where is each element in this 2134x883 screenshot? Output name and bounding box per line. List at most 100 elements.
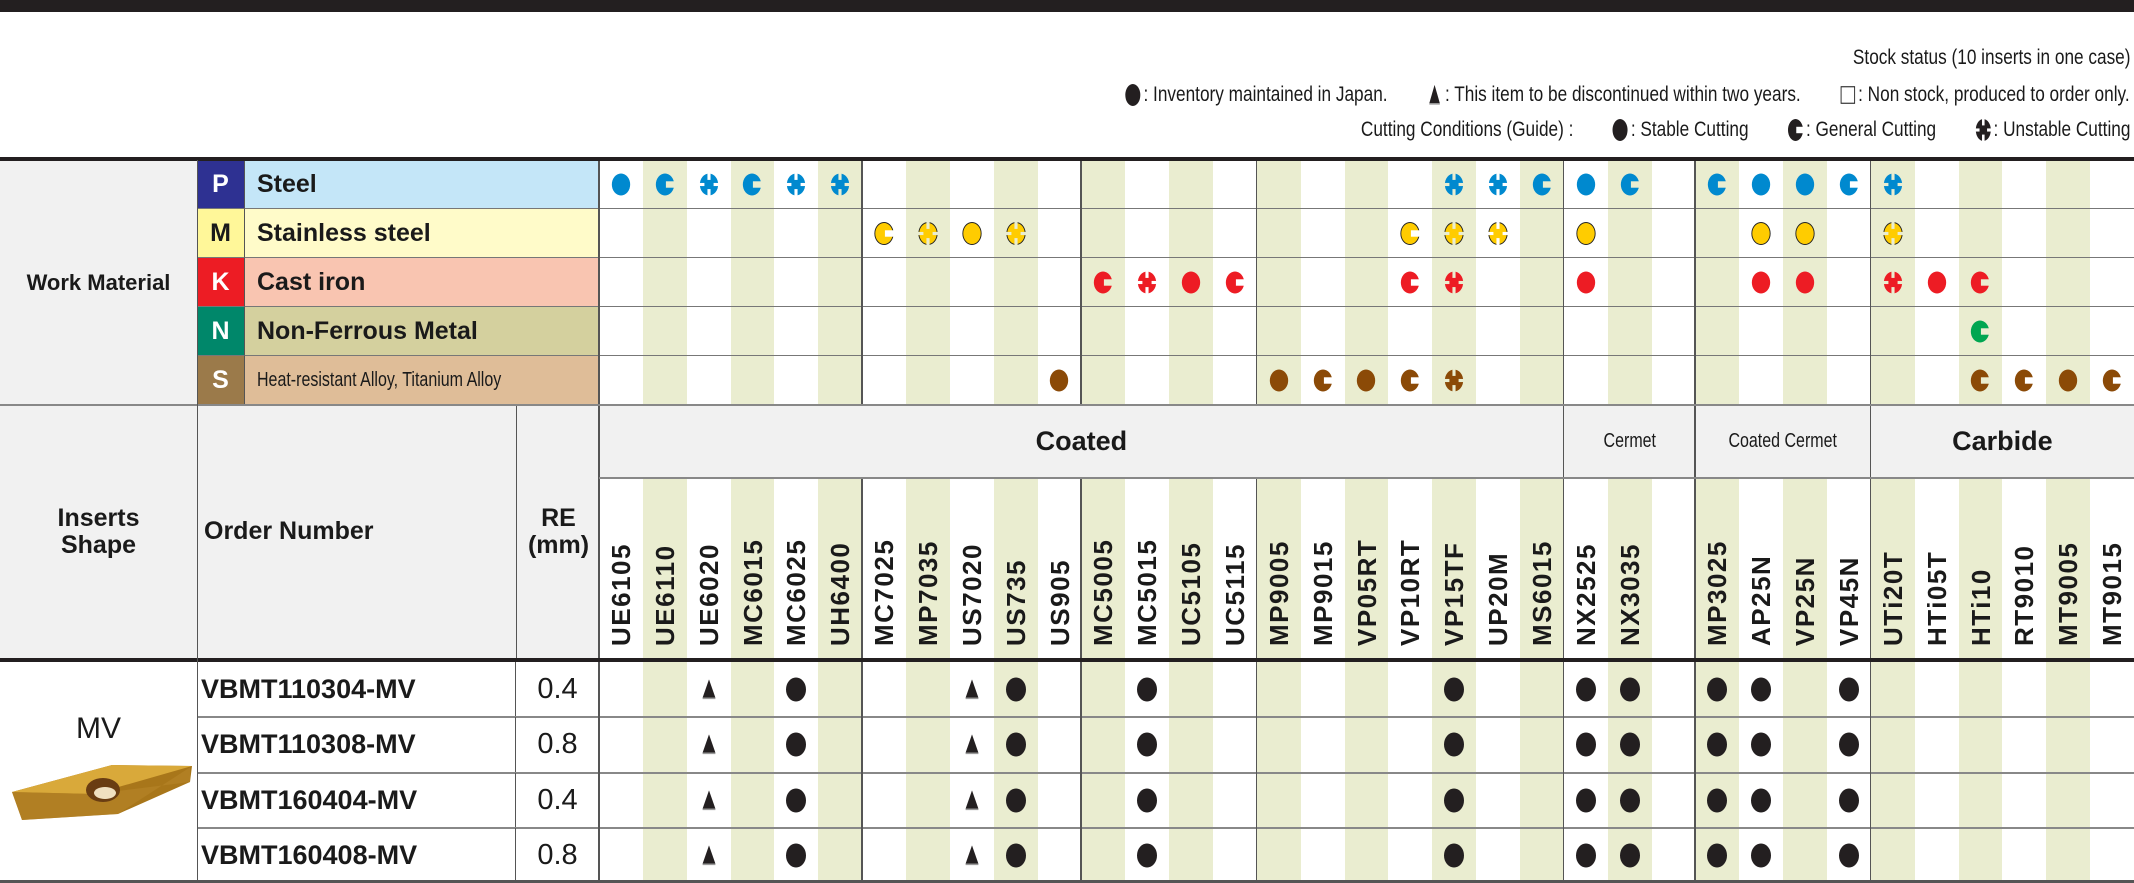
legend-label: : General Cutting <box>1805 118 1936 141</box>
stock-mark-cell <box>687 773 731 828</box>
re-label: RE <box>541 504 576 533</box>
general-cutting-icon <box>1971 271 1990 294</box>
re-value: 0.4 <box>537 783 578 816</box>
filled-circle-icon <box>1444 677 1465 702</box>
filled-circle-icon <box>1751 732 1772 757</box>
material-letter-M: M <box>197 209 245 258</box>
header-bottom-rule <box>0 658 2134 662</box>
grade-label: HTi10 <box>1965 568 1996 646</box>
re-unit-label: (mm) <box>527 530 590 559</box>
unstable-cutting-icon <box>1488 222 1508 245</box>
general-cutting-icon <box>1401 271 1420 294</box>
column-stripe <box>1169 478 1213 883</box>
filled-circle-icon <box>1751 677 1772 702</box>
cutting-mark-cell <box>1783 258 1827 307</box>
stock-mark-cell <box>1608 662 1652 717</box>
column-stripe <box>906 478 950 883</box>
column-stripe <box>906 160 950 405</box>
row-divider <box>197 716 2134 719</box>
group-divider <box>1562 160 1565 405</box>
grade-label: MC5005 <box>1088 538 1119 646</box>
column-stripe <box>2046 478 2091 883</box>
group-label-carbide: Carbide <box>1952 426 2053 456</box>
cutting-mark-cell <box>1125 258 1169 307</box>
cutting-legend: Cutting Conditions (Guide) : : Stable Cu… <box>1360 118 2130 142</box>
group-divider <box>1694 405 1696 883</box>
unstable-cutting-icon <box>1974 119 1990 141</box>
cutting-mark-cell <box>2046 356 2090 405</box>
triangle-icon <box>965 845 979 865</box>
cutting-mark-cell <box>1959 356 2003 405</box>
cutting-mark-cell <box>1301 356 1345 405</box>
cutting-mark-cell <box>1915 258 1959 307</box>
stock-mark-cell <box>1608 828 1652 883</box>
stock-mark-cell <box>994 717 1038 772</box>
stable-cutting-icon <box>1795 271 1815 294</box>
grade-label: UTi20T <box>1877 550 1908 646</box>
stock-mark-cell <box>994 662 1038 717</box>
material-name-text: Stainless steel <box>257 218 431 247</box>
legend-stock-item: : This item to be discontinued within tw… <box>1426 83 1801 107</box>
stock-mark-cell <box>1827 828 1871 883</box>
cutting-mark-cell <box>1345 356 1389 405</box>
legend-stock-item: : Inventory maintained in Japan. <box>1124 83 1388 107</box>
stock-mark-cell <box>774 773 818 828</box>
stock-status-title: Stock status (10 inserts in one case) <box>1852 46 2130 70</box>
stock-mark-cell <box>1564 773 1608 828</box>
cutting-mark-cell <box>906 209 950 258</box>
group-divider <box>1080 160 1082 405</box>
stock-mark-cell <box>1564 662 1608 717</box>
filled-circle-icon <box>1005 843 1026 868</box>
stable-cutting-icon <box>1576 173 1595 196</box>
column-stripe <box>1256 478 1301 883</box>
row-divider <box>599 257 2134 258</box>
group-label-coated: Coated <box>1035 426 1128 456</box>
grade-label: VP25N <box>1790 556 1821 646</box>
empty-square-icon <box>1840 86 1856 104</box>
stock-mark-cell <box>1432 828 1476 883</box>
stock-mark-cell <box>1125 773 1169 828</box>
general-cutting-icon <box>1400 222 1420 245</box>
filled-circle-icon <box>1575 788 1596 813</box>
general-cutting-icon <box>1225 271 1245 294</box>
filled-circle-icon <box>1751 843 1772 868</box>
order-number[interactable]: VBMT160404-MV <box>197 772 516 828</box>
cutting-mark-cell <box>1739 209 1783 258</box>
grade-label: MC7025 <box>869 538 900 646</box>
column-stripe <box>1256 160 1301 405</box>
stock-mark-cell <box>1739 773 1783 828</box>
unstable-cutting-icon <box>787 173 806 196</box>
stock-mark-cell <box>1827 662 1871 717</box>
general-cutting-icon <box>743 173 762 196</box>
stock-mark-cell <box>774 828 818 883</box>
triangle-icon <box>702 734 716 755</box>
order-number[interactable]: VBMT110308-MV <box>197 717 516 773</box>
general-cutting-icon <box>1708 173 1727 196</box>
filled-circle-icon <box>1707 677 1728 702</box>
column-stripe <box>993 160 1038 405</box>
cutting-mark-cell <box>818 160 862 209</box>
column-stripe <box>1870 478 1915 883</box>
grade-label: VP05RT <box>1351 538 1382 646</box>
triangle-icon <box>965 790 979 810</box>
grade-label: HTi05T <box>1921 550 1952 646</box>
column-stripe <box>818 478 863 883</box>
grade-label: MC5015 <box>1132 538 1163 646</box>
cutting-mark-cell <box>1388 356 1432 405</box>
stock-mark-cell <box>950 773 994 828</box>
stock-mark-cell <box>1739 662 1783 717</box>
column-stripe <box>1958 478 2003 883</box>
cutting-mark-cell <box>1739 258 1783 307</box>
grade-label <box>1659 496 1689 646</box>
triangle-icon <box>702 845 716 865</box>
filled-circle-icon <box>1005 788 1026 813</box>
order-number[interactable]: VBMT160408-MV <box>197 827 516 883</box>
cutting-mark-cell <box>1871 258 1915 307</box>
cutting-mark-cell <box>1564 160 1608 209</box>
column-stripe <box>2046 160 2091 405</box>
order-number[interactable]: VBMT110304-MV <box>197 662 516 718</box>
stock-mark-cell <box>1739 717 1783 772</box>
row-divider <box>197 771 2134 774</box>
material-name: Cast iron <box>245 258 599 307</box>
stable-cutting-icon <box>1576 271 1595 294</box>
